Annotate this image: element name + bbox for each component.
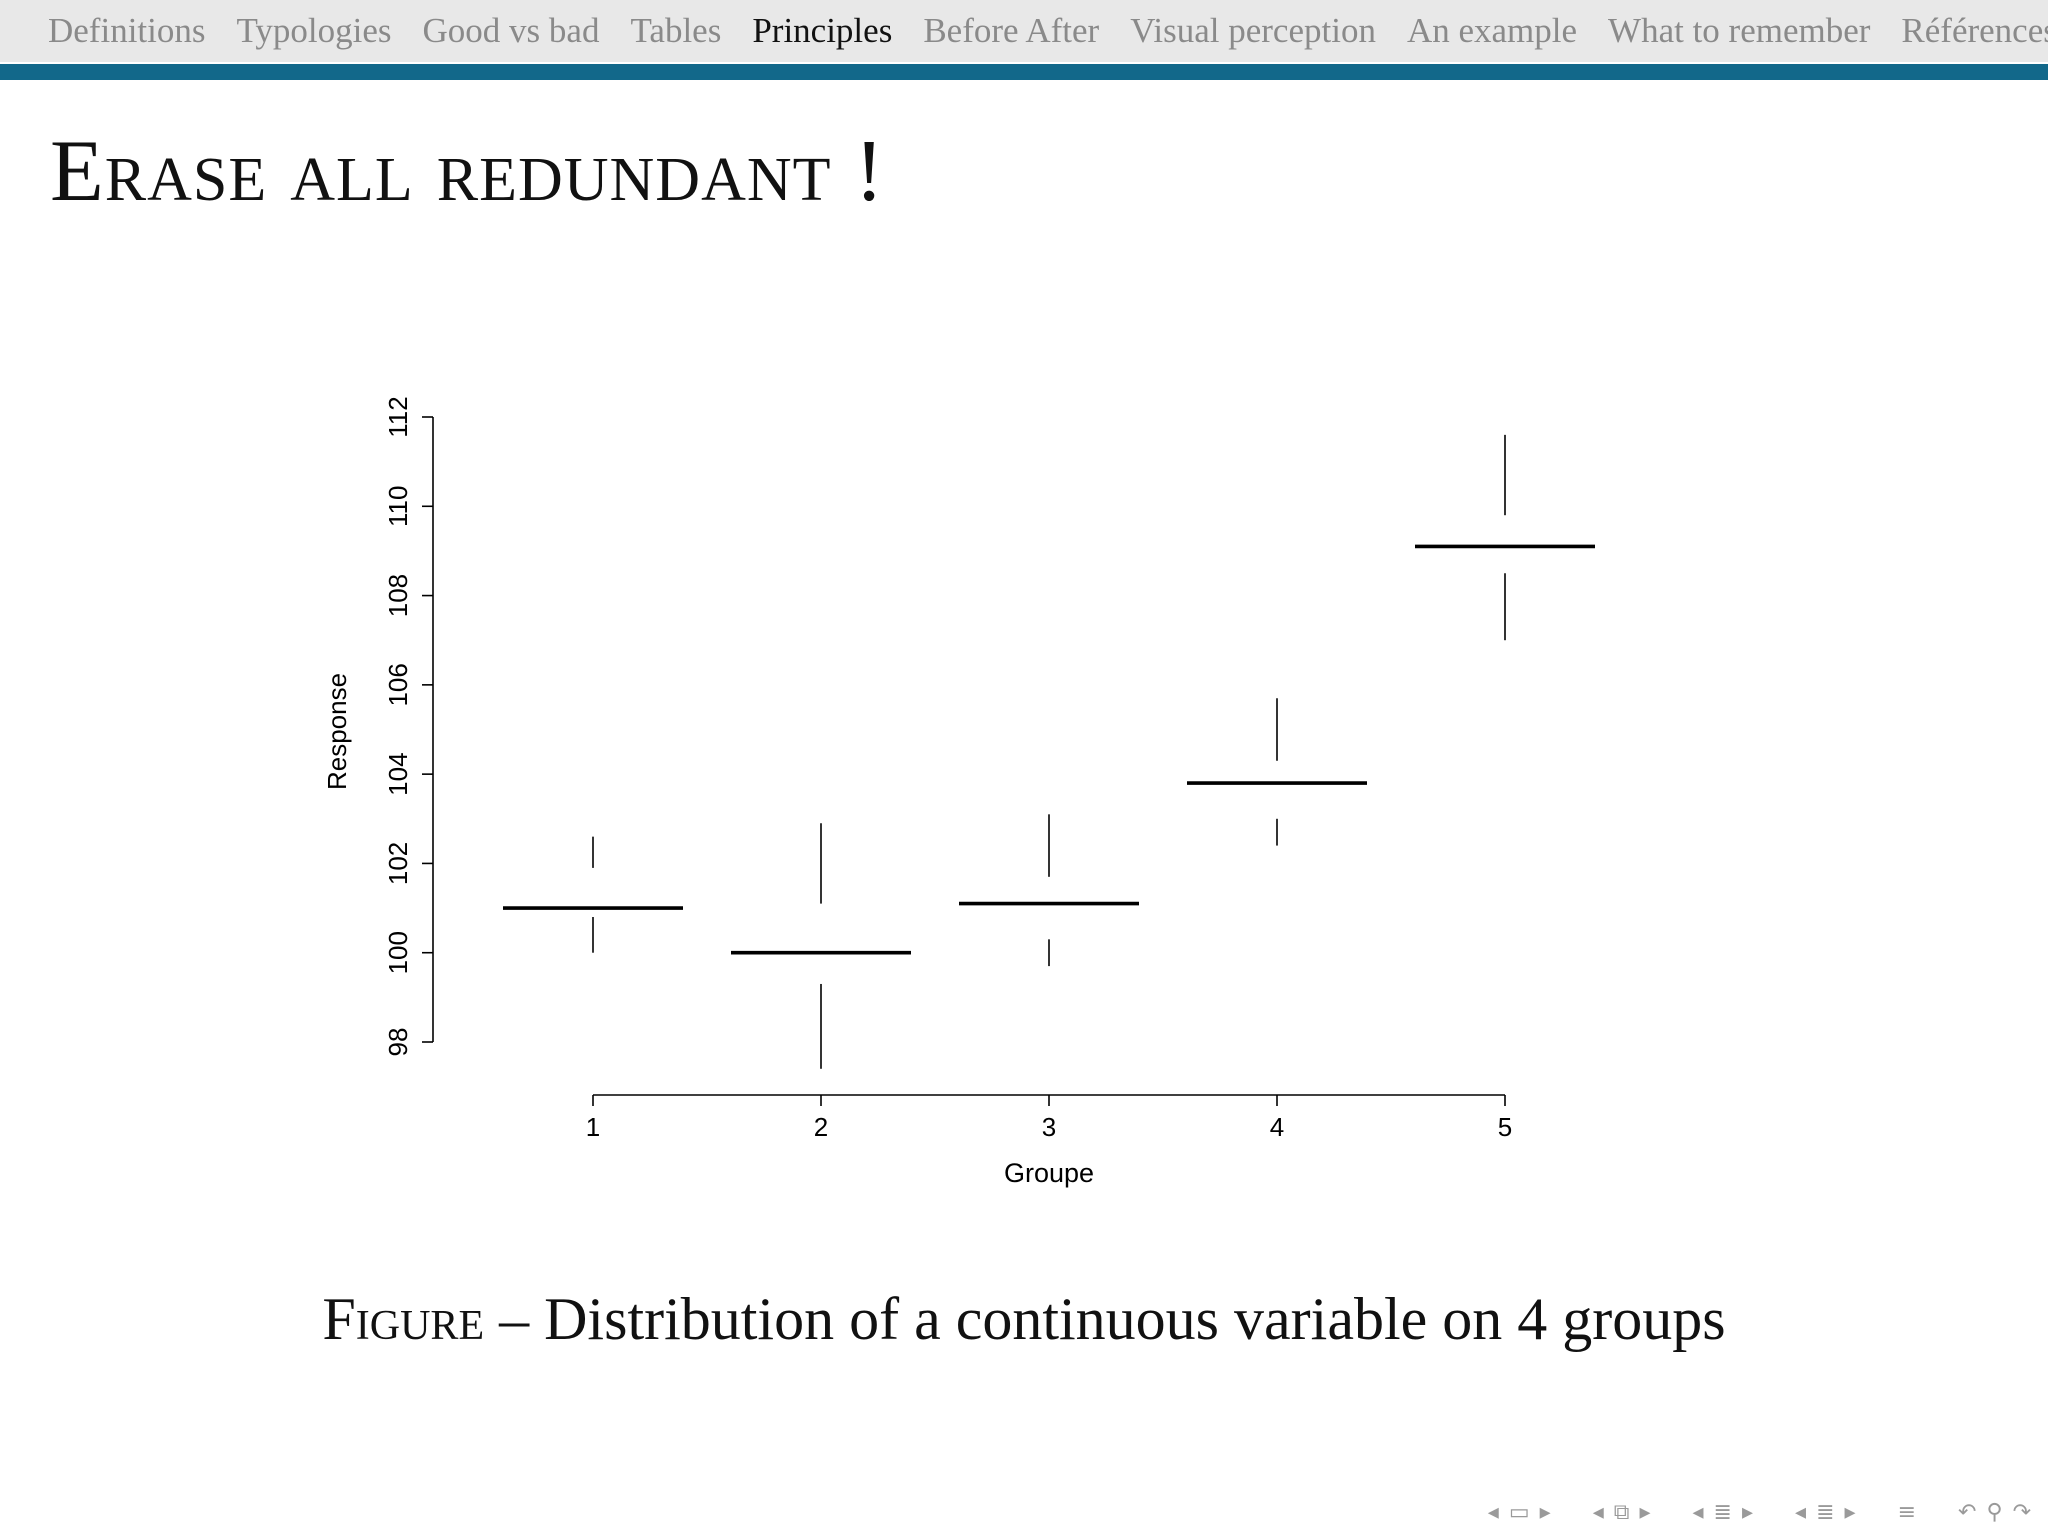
y-tick-label: 110 — [383, 486, 413, 527]
x-tick-label: 4 — [1270, 1112, 1284, 1142]
search-icon[interactable]: ⚲ — [1986, 1499, 2003, 1525]
arrow-right-icon[interactable]: ▸ — [1539, 1499, 1551, 1525]
x-tick-label: 1 — [586, 1112, 600, 1142]
y-tick-label: 102 — [383, 842, 413, 885]
align-icon[interactable]: ≡ — [1897, 1499, 1916, 1525]
frame-icon[interactable]: ▭ — [1508, 1499, 1530, 1525]
figure-caption: Figure – Distribution of a continuous va… — [0, 1284, 2048, 1354]
y-tick-label: 112 — [383, 396, 413, 437]
nav-item-2[interactable]: Good vs bad — [422, 11, 600, 50]
document-icon[interactable]: ≣ — [1816, 1499, 1835, 1525]
figure-caption-text: – Distribution of a continuous variable … — [484, 1286, 1726, 1352]
nav-item-7[interactable]: An example — [1406, 11, 1578, 50]
arrow-left-icon[interactable]: ◂ — [1592, 1499, 1604, 1525]
section-icon[interactable]: ≣ — [1713, 1499, 1732, 1525]
arrow-left-icon[interactable]: ◂ — [1692, 1499, 1704, 1525]
section-nav-items: Definitions Typologies Good vs bad Tables Pr… — [48, 6, 2048, 56]
arrow-right-icon[interactable]: ▸ — [1639, 1499, 1651, 1525]
nav-item-8[interactable]: What to remember — [1608, 11, 1871, 50]
navbar-rule — [0, 64, 2048, 80]
slide-title: Erase all redundant ! — [50, 123, 885, 220]
y-axis-label: Response — [322, 673, 352, 790]
nav-item-0[interactable]: Definitions — [48, 11, 206, 50]
arrow-right-icon[interactable]: ▸ — [1844, 1499, 1856, 1525]
back-icon[interactable]: ↶ — [1958, 1499, 1977, 1525]
nav-item-1[interactable]: Typologies — [236, 11, 392, 50]
x-tick-label: 5 — [1498, 1112, 1512, 1142]
arrow-left-icon[interactable]: ◂ — [1487, 1499, 1499, 1525]
x-axis-label: Groupe — [1004, 1158, 1094, 1188]
nav-item-5[interactable]: Before After — [923, 11, 1100, 50]
y-tick-label: 100 — [383, 931, 413, 974]
boxplot-chart: 98 100 102 104 106 108 110 112 Response 1 2 3 4 5 Grou… — [322, 396, 1595, 1188]
section-navbar: Definitions Typologies Good vs bad Tables Pr… — [0, 0, 2048, 62]
forward-icon[interactable]: ↷ — [2012, 1499, 2031, 1525]
y-tick-label: 108 — [383, 574, 413, 617]
figure-caption-label: Figure — [322, 1286, 485, 1352]
x-tick-label: 3 — [1042, 1112, 1056, 1142]
nav-item-6[interactable]: Visual perception — [1130, 11, 1376, 50]
arrow-left-icon[interactable]: ◂ — [1795, 1499, 1807, 1525]
arrow-right-icon[interactable]: ▸ — [1741, 1499, 1754, 1525]
subsection-icon[interactable]: ⧉ — [1613, 1499, 1630, 1525]
nav-item-9[interactable]: Références — [1901, 11, 2048, 50]
nav-item-4[interactable]: Principles — [752, 11, 893, 50]
y-tick-label: 106 — [383, 663, 413, 706]
beamer-navigation: ◂ ▭ ▸ ◂ ⧉ ▸ ◂ ≣ ▸ ◂ ≣ ▸ ≡ ↶ ⚲ ↷ — [1483, 1496, 2036, 1528]
x-tick-label: 2 — [814, 1112, 828, 1142]
y-tick-label: 104 — [383, 752, 413, 795]
nav-item-3[interactable]: Tables — [630, 11, 722, 50]
y-tick-label: 98 — [383, 1028, 413, 1057]
